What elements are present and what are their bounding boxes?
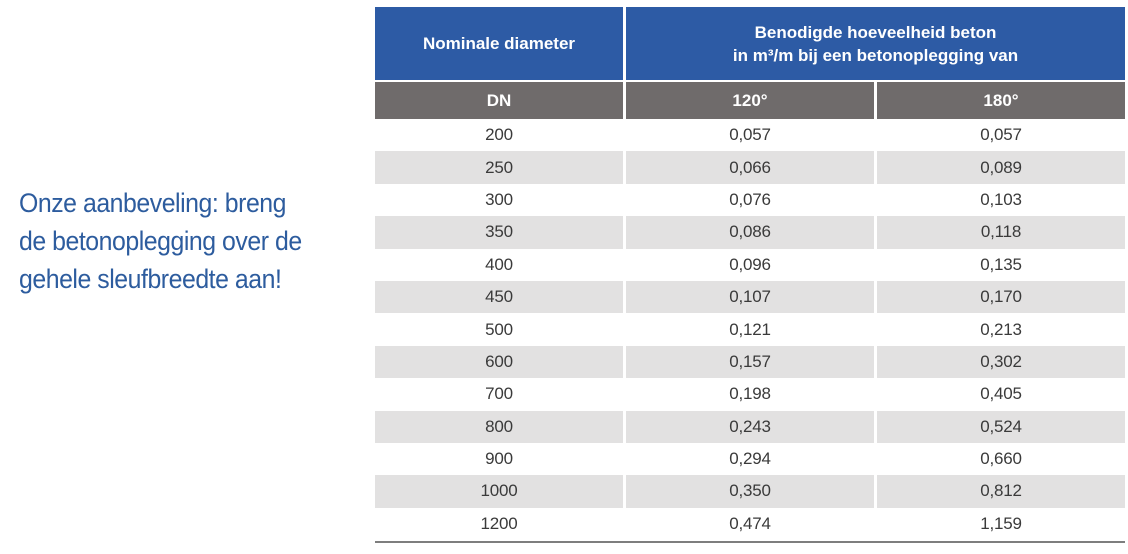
cell-120: 0,121 — [729, 319, 771, 339]
cell-dn: 800 — [375, 410, 623, 443]
cell-120: 0,107 — [626, 280, 874, 314]
cell-120: 0,076 — [729, 189, 771, 209]
table-bottom-border — [375, 541, 1125, 544]
cell-120: 0,066 — [626, 151, 874, 184]
cell-dn: 600 — [375, 345, 623, 379]
table-row-dn-250: 250 0,066 0,089 — [375, 151, 1125, 184]
table-row-dn-450: 450 0,107 0,170 — [375, 280, 1125, 314]
table-row-dn-350: 350 0,086 0,118 — [375, 216, 1125, 249]
cell-180: 0,812 — [877, 475, 1125, 508]
concrete-quantity-table: Nominale diameter Benodigde hoeveelheid … — [375, 7, 1125, 544]
cell-dn: 250 — [375, 151, 623, 184]
subheader-180-degrees: 180° — [877, 82, 1125, 119]
table-row-dn-400: 400 0,096 0,135 — [375, 249, 1125, 281]
cell-120: 0,294 — [729, 449, 771, 469]
cell-180: 0,524 — [877, 410, 1125, 443]
cell-120: 0,086 — [626, 216, 874, 249]
cell-120: 0,350 — [626, 475, 874, 508]
cell-120: 0,474 — [729, 513, 771, 533]
cell-180: 0,135 — [980, 254, 1022, 274]
cell-180: 0,103 — [980, 189, 1022, 209]
cell-dn: 900 — [485, 449, 513, 469]
cell-180: 0,302 — [877, 345, 1125, 379]
cell-180: 0,660 — [980, 449, 1022, 469]
cell-dn: 350 — [375, 216, 623, 249]
table-row-dn-600: 600 0,157 0,302 — [375, 345, 1125, 379]
table-row-dn-500: 500 0,121 0,213 — [375, 313, 1125, 345]
cell-180: 1,159 — [980, 513, 1022, 533]
subheader-120-degrees: 120° — [626, 82, 874, 119]
table-row-dn-1200: 1200 0,474 1,159 — [375, 508, 1125, 540]
header-concrete-quantity-line-1: Benodigde hoeveelheid beton — [754, 22, 997, 42]
cell-dn: 400 — [485, 254, 513, 274]
recommendation-line-2: de betonoplegging over de — [19, 226, 302, 256]
table-row-dn-700: 700 0,198 0,405 — [375, 378, 1125, 410]
cell-180: 0,170 — [877, 280, 1125, 314]
table-row-dn-1000: 1000 0,350 0,812 — [375, 475, 1125, 508]
cell-120: 0,057 — [729, 125, 771, 145]
recommendation-note: Onze aanbeveling: breng de betonopleggin… — [19, 184, 302, 298]
cell-180: 0,118 — [877, 216, 1125, 249]
table-row-dn-200: 200 0,057 0,057 — [375, 119, 1125, 151]
recommendation-line-3: gehele sleufbreedte aan! — [19, 264, 282, 294]
table-row-dn-900: 900 0,294 0,660 — [375, 443, 1125, 475]
cell-dn: 300 — [485, 189, 513, 209]
cell-180: 0,089 — [877, 151, 1125, 184]
cell-dn: 200 — [485, 125, 513, 145]
cell-dn: 450 — [375, 280, 623, 314]
table-subheader-row: DN 120° 180° — [375, 82, 1125, 119]
subheader-dn: DN — [375, 82, 623, 119]
header-nominal-diameter: Nominale diameter — [375, 7, 623, 80]
header-concrete-quantity-line-2: in m³/m bij een betonoplegging van — [732, 45, 1019, 65]
table-row-dn-800: 800 0,243 0,524 — [375, 410, 1125, 443]
cell-120: 0,198 — [729, 384, 771, 404]
cell-dn: 1000 — [375, 475, 623, 508]
cell-120: 0,096 — [729, 254, 771, 274]
cell-dn: 700 — [485, 384, 513, 404]
table-row-dn-300: 300 0,076 0,103 — [375, 184, 1125, 216]
recommendation-line-1: Onze aanbeveling: breng — [19, 188, 287, 218]
cell-dn: 500 — [485, 319, 513, 339]
header-nominal-diameter-label: Nominale diameter — [422, 34, 576, 53]
cell-180: 0,213 — [980, 319, 1022, 339]
cell-180: 0,057 — [980, 125, 1022, 145]
table-header-row: Nominale diameter Benodigde hoeveelheid … — [375, 7, 1125, 80]
cell-dn: 1200 — [480, 513, 518, 533]
cell-120: 0,243 — [626, 410, 874, 443]
header-concrete-quantity: Benodigde hoeveelheid beton in m³/m bij … — [626, 7, 1125, 80]
cell-120: 0,157 — [626, 345, 874, 379]
cell-180: 0,405 — [980, 384, 1022, 404]
table-body: 200 0,057 0,057 250 0,066 0,089 300 0,076 0,103 3… — [375, 119, 1125, 540]
